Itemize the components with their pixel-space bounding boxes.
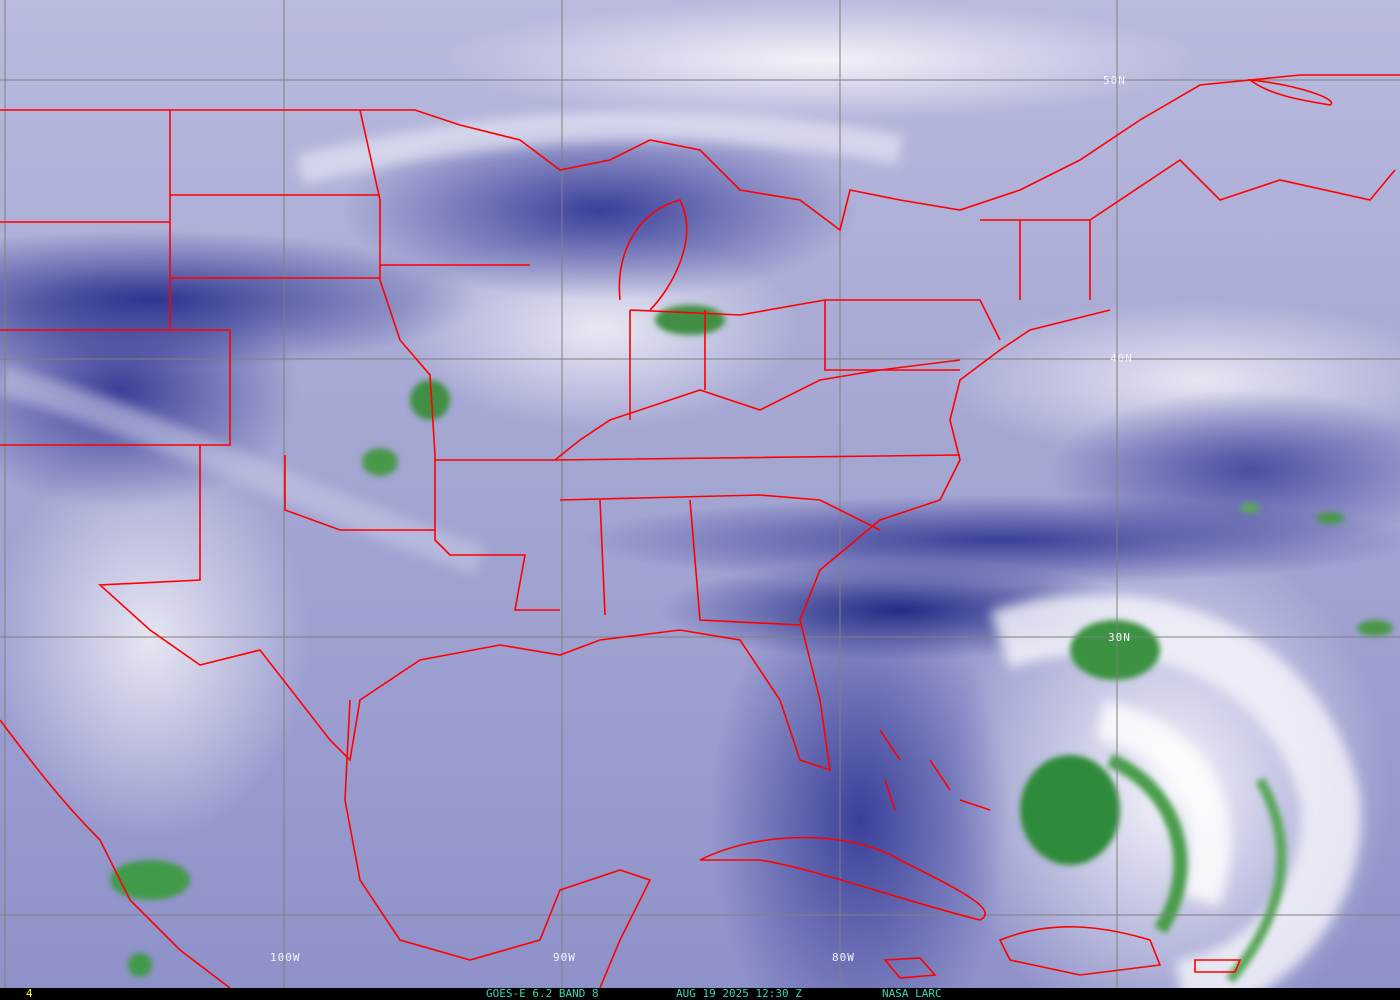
product-label: GOES-E 6.2 BAND 8: [486, 987, 599, 1000]
info-footer: 4 GOES-E 6.2 BAND 8 AUG 19 2025 12:30 Z …: [0, 988, 1400, 1000]
frame-number: 4: [26, 987, 33, 1000]
latitude-label-50n: 50N: [1103, 74, 1126, 87]
cloud-cells: [110, 305, 1393, 984]
latitude-label-30n: 30N: [1108, 631, 1131, 644]
political-boundaries: [0, 74, 1400, 989]
credit-label: NASA LARC: [882, 987, 942, 1000]
longitude-label-90w: 90W: [553, 951, 576, 964]
longitude-label-80w: 80W: [832, 951, 855, 964]
hurricane-core: [1020, 755, 1120, 865]
latitude-label-40n: 40N: [1110, 352, 1133, 365]
longitude-label-100w: 100W: [270, 951, 301, 964]
datetime-label: AUG 19 2025 12:30 Z: [676, 987, 802, 1000]
